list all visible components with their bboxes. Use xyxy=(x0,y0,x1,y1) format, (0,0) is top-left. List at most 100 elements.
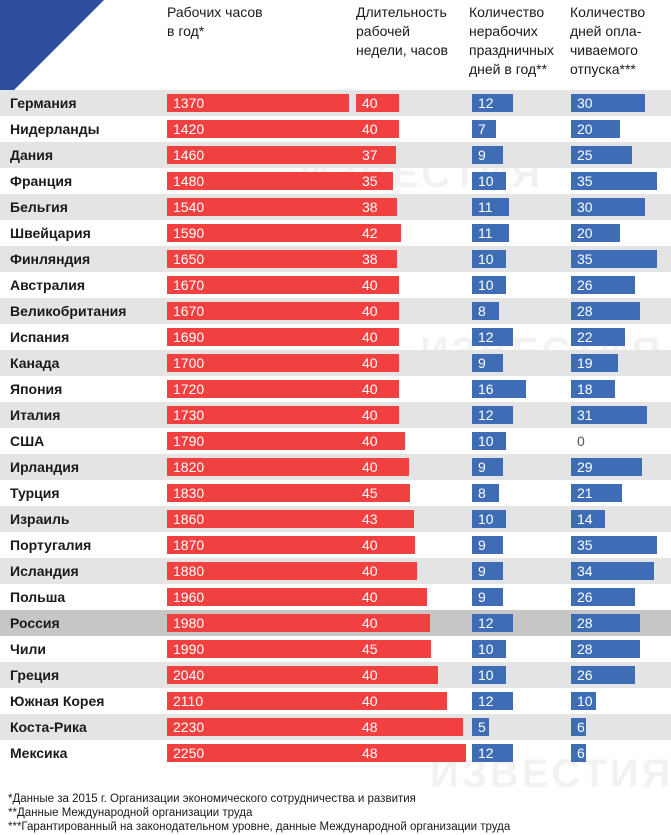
holidays-value-label: 11 xyxy=(478,225,493,241)
header-line: отпуска*** xyxy=(570,61,636,77)
holidays-bar: 5 xyxy=(472,718,489,736)
week-value-label: 40 xyxy=(362,381,378,397)
hours-bar: 1480 xyxy=(167,172,364,190)
week-bar: 37 xyxy=(356,146,396,164)
vacation-value-label: 26 xyxy=(577,589,593,605)
holidays-bar: 11 xyxy=(472,224,509,242)
week-value-label: 35 xyxy=(362,173,378,189)
holidays-value-label: 12 xyxy=(478,329,494,345)
watermark-text: ИЗВЕСТИЯ xyxy=(430,752,671,796)
vacation-value-label: 35 xyxy=(577,537,593,553)
vacation-bar: 31 xyxy=(571,406,647,424)
hours-value-label: 1720 xyxy=(173,381,205,397)
hours-bar: 1670 xyxy=(167,276,389,294)
week-value-label: 45 xyxy=(362,485,378,501)
holidays-value-label: 10 xyxy=(478,277,494,293)
week-value-label: 40 xyxy=(362,303,378,319)
table-row: Турция 1830 45 8 21 xyxy=(0,480,671,506)
vacation-value-label: 21 xyxy=(577,485,593,501)
table-row: Мексика 2250 48 12 6 xyxy=(0,740,671,766)
holidays-value-label: 12 xyxy=(478,693,494,709)
holidays-value-label: 9 xyxy=(478,537,486,553)
week-bar: 38 xyxy=(356,250,397,268)
vacation-value-label: 28 xyxy=(577,303,593,319)
holidays-bar: 10 xyxy=(472,432,506,450)
vacation-bar: 35 xyxy=(571,172,657,190)
holidays-value-label: 10 xyxy=(478,511,494,527)
week-value-label: 45 xyxy=(362,641,378,657)
table-row: Япония 1720 40 16 18 xyxy=(0,376,671,402)
hours-value-label: 1870 xyxy=(173,537,205,553)
vacation-value-label: 28 xyxy=(577,641,593,657)
holidays-value-label: 7 xyxy=(478,121,486,137)
hours-bar: 1860 xyxy=(167,510,414,528)
country-label: Турция xyxy=(10,485,60,501)
country-label: Южная Корея xyxy=(10,693,105,709)
holidays-bar: 12 xyxy=(472,406,513,424)
header-line: дней в год** xyxy=(469,61,548,77)
vacation-bar: 18 xyxy=(571,380,615,398)
hours-value-label: 1880 xyxy=(173,563,205,579)
footnote: ***Гарантированный на законодательном ур… xyxy=(8,821,511,833)
week-bar: 38 xyxy=(356,198,397,216)
week-value-label: 38 xyxy=(362,251,378,267)
table-row: Португалия 1870 40 9 35 xyxy=(0,532,671,558)
header-line: Рабочих часов xyxy=(167,4,263,20)
week-bar: 40 xyxy=(356,614,399,632)
week-value-label: 40 xyxy=(362,693,378,709)
week-value-label: 40 xyxy=(362,407,378,423)
hours-bar: 1690 xyxy=(167,328,391,346)
vacation-value-label: 14 xyxy=(577,511,593,527)
table-row: Швейцария 1590 42 11 20 xyxy=(0,220,671,246)
holidays-value-label: 10 xyxy=(478,433,494,449)
vacation-bar: 28 xyxy=(571,302,640,320)
table-row: Великобритания 1670 40 8 28 xyxy=(0,298,671,324)
week-bar: 40 xyxy=(356,432,399,450)
vacation-value-label: 10 xyxy=(577,693,593,709)
vacation-value-label: 28 xyxy=(577,615,593,631)
table-row: Бельгия 1540 38 11 30 xyxy=(0,194,671,220)
country-label: Бельгия xyxy=(10,199,68,215)
hours-value-label: 1540 xyxy=(173,199,205,215)
table-row: Италия 1730 40 12 31 xyxy=(0,402,671,428)
table-row: Греция 2040 40 10 26 xyxy=(0,662,671,688)
header-hours: Рабочих часов в год* xyxy=(167,3,263,41)
header-line: недели, часов xyxy=(356,42,448,58)
holidays-bar: 7 xyxy=(472,120,496,138)
vacation-value-label: 30 xyxy=(577,95,593,111)
country-label: Испания xyxy=(10,329,70,345)
week-bar: 42 xyxy=(356,224,401,242)
vacation-bar: 25 xyxy=(571,146,632,164)
holidays-bar: 12 xyxy=(472,744,513,762)
header-line: в год* xyxy=(167,23,205,39)
country-label: Польша xyxy=(10,589,66,605)
vacation-value-label: 0 xyxy=(577,433,585,449)
vacation-value-label: 22 xyxy=(577,329,593,345)
holidays-value-label: 12 xyxy=(478,407,494,423)
country-label: Ирландия xyxy=(10,459,80,475)
vacation-value-label: 25 xyxy=(577,147,593,163)
vacation-value-label: 20 xyxy=(577,121,593,137)
holidays-bar: 8 xyxy=(472,302,499,320)
hours-bar: 1540 xyxy=(167,198,372,216)
holidays-bar: 8 xyxy=(472,484,499,502)
table-row: Польша 1960 40 9 26 xyxy=(0,584,671,610)
holidays-bar: 16 xyxy=(472,380,526,398)
hours-value-label: 1730 xyxy=(173,407,205,423)
week-bar: 40 xyxy=(356,302,399,320)
country-label: США xyxy=(10,433,45,449)
table-row: Нидерланды 1420 40 7 20 xyxy=(0,116,671,142)
vacation-bar: 26 xyxy=(571,666,635,684)
week-value-label: 40 xyxy=(362,615,378,631)
holidays-value-label: 9 xyxy=(478,355,486,371)
holidays-bar: 9 xyxy=(472,588,503,606)
week-value-label: 40 xyxy=(362,537,378,553)
hours-value-label: 2040 xyxy=(173,667,205,683)
holidays-bar: 12 xyxy=(472,94,513,112)
hours-bar: 2110 xyxy=(167,692,447,710)
header-holidays: Количество нерабочих праздничных дней в … xyxy=(469,3,554,79)
holidays-value-label: 10 xyxy=(478,641,494,657)
week-bar: 40 xyxy=(356,588,399,606)
vacation-value-label: 20 xyxy=(577,225,593,241)
vacation-bar: 20 xyxy=(571,224,620,242)
